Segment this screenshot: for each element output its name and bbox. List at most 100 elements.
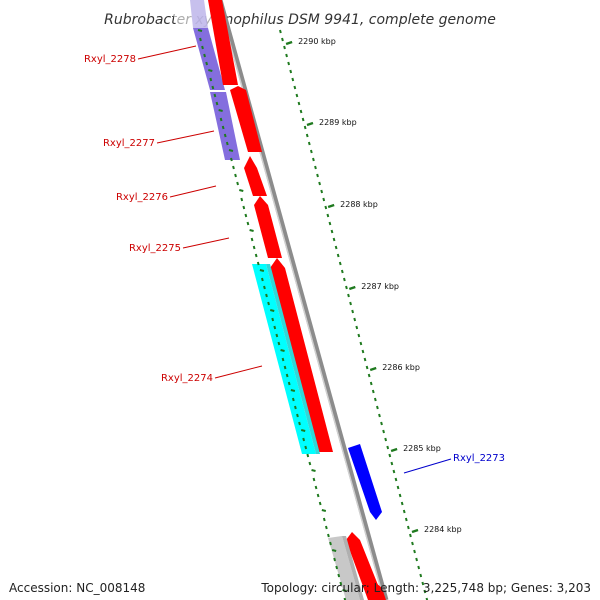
- minor-tick: [402, 509, 406, 514]
- inner-minor-tick: [232, 165, 235, 170]
- inner-minor-tick: [281, 357, 285, 362]
- inner-major-tick: [321, 509, 327, 512]
- inner-minor-tick: [240, 197, 244, 202]
- minor-tick: [373, 397, 377, 402]
- inner-major-tick: [249, 229, 254, 232]
- inner-major-tick: [228, 149, 234, 152]
- gene-label: Rxyl_2274: [161, 373, 213, 384]
- inner-minor-tick: [327, 533, 330, 538]
- minor-tick: [312, 157, 315, 162]
- minor-tick: [326, 213, 330, 218]
- inner-minor-tick: [263, 285, 266, 290]
- inner-minor-tick: [314, 485, 318, 490]
- inner-major-tick: [311, 469, 316, 472]
- minor-tick: [394, 477, 398, 482]
- minor-tick: [279, 29, 282, 34]
- gene-label: Rxyl_2275: [129, 243, 181, 254]
- inner-minor-tick: [244, 213, 248, 218]
- inner-minor-tick: [304, 445, 308, 450]
- inner-minor-tick: [215, 101, 219, 106]
- tick-labels: 2290 kbp 2289 kbp 2288 kbp 2287 kbp 2286 kbp…: [298, 37, 462, 534]
- inner-minor-tick: [325, 525, 328, 530]
- inner-minor-tick: [234, 173, 237, 178]
- minor-tick: [340, 269, 344, 274]
- minor-tick: [404, 517, 408, 522]
- minor-tick: [349, 301, 352, 306]
- inner-minor-tick: [203, 53, 206, 58]
- gene-rxyl-2277-fwd-shape: [230, 86, 262, 152]
- inner-minor-tick: [267, 301, 270, 306]
- minor-tick: [359, 341, 363, 346]
- minor-tick: [281, 37, 284, 42]
- inner-minor-tick: [223, 133, 227, 138]
- inner-minor-tick: [221, 125, 225, 130]
- minor-tick: [415, 557, 418, 562]
- inner-minor-tick: [246, 221, 250, 226]
- minor-tick: [324, 205, 328, 210]
- inner-minor-tick: [275, 333, 279, 338]
- minor-tick: [398, 493, 402, 498]
- inner-minor-tick: [219, 117, 223, 122]
- reverse-strand-genes: [190, 0, 240, 160]
- gene-rxyl-2274-fwd-shape: [270, 258, 333, 452]
- minor-tick: [390, 461, 394, 466]
- minor-tick: [378, 413, 381, 418]
- minor-tick: [357, 333, 361, 338]
- minor-tick: [314, 165, 317, 170]
- minor-tick: [336, 253, 340, 258]
- minor-tick: [297, 101, 301, 106]
- inner-minor-tick: [302, 437, 306, 442]
- major-tick: [369, 366, 377, 372]
- inner-major-tick: [342, 589, 347, 592]
- major-tick: [306, 121, 314, 127]
- minor-tick: [285, 53, 288, 58]
- map-title: Rubrobacter xylanophilus DSM 9941, compl…: [104, 12, 496, 28]
- inner-major-tick: [290, 389, 296, 392]
- inner-minor-tick: [271, 317, 275, 322]
- inner-minor-tick: [252, 245, 256, 250]
- inner-minor-tick: [209, 77, 213, 82]
- major-tick: [411, 528, 419, 534]
- minor-tick: [367, 373, 371, 378]
- genome-stats-text: Topology: circular; Length: 3,225,748 bp…: [261, 581, 591, 595]
- minor-tick: [355, 325, 359, 330]
- inner-minor-tick: [308, 461, 312, 466]
- inner-major-tick: [218, 109, 223, 112]
- inner-minor-tick: [298, 421, 301, 426]
- minor-tick: [328, 221, 332, 226]
- minor-tick: [413, 549, 416, 554]
- gene-label: Rxyl_2278: [84, 54, 136, 65]
- inner-minor-tick: [291, 397, 295, 402]
- inner-major-tick: [259, 269, 265, 272]
- minor-tick: [411, 541, 414, 546]
- gene-rxyl-2277-shape: [210, 92, 240, 160]
- minor-tick: [423, 589, 427, 594]
- minor-tick: [419, 573, 423, 578]
- gene-leader-line: [156, 130, 215, 144]
- minor-tick: [293, 85, 297, 90]
- minor-tick: [409, 533, 412, 538]
- gene-rxyl-2273-shape: [348, 444, 382, 520]
- inner-major-tick: [269, 309, 275, 312]
- inner-minor-tick: [242, 205, 246, 210]
- minor-tick: [407, 525, 410, 530]
- inner-major-tick: [280, 349, 285, 352]
- inner-minor-tick: [294, 405, 297, 410]
- inner-minor-tick: [283, 365, 287, 370]
- inner-minor-tick: [230, 157, 233, 162]
- inner-minor-tick: [285, 373, 289, 378]
- minor-tick: [371, 389, 375, 394]
- minor-tick: [365, 365, 369, 370]
- inner-minor-tick: [250, 237, 254, 242]
- inner-minor-tick: [312, 477, 316, 482]
- minor-tick: [303, 125, 307, 130]
- inner-minor-tick: [318, 501, 322, 506]
- minor-tick: [301, 117, 305, 122]
- inner-minor-tick: [273, 325, 277, 330]
- major-tick: [285, 40, 293, 46]
- minor-tick: [320, 189, 324, 194]
- tick-ring: [279, 29, 429, 600]
- gene-labels: Rxyl_2278 Rxyl_2277 Rxyl_2276 Rxyl_2275 Rxyl…: [84, 45, 505, 474]
- major-tick: [348, 285, 356, 291]
